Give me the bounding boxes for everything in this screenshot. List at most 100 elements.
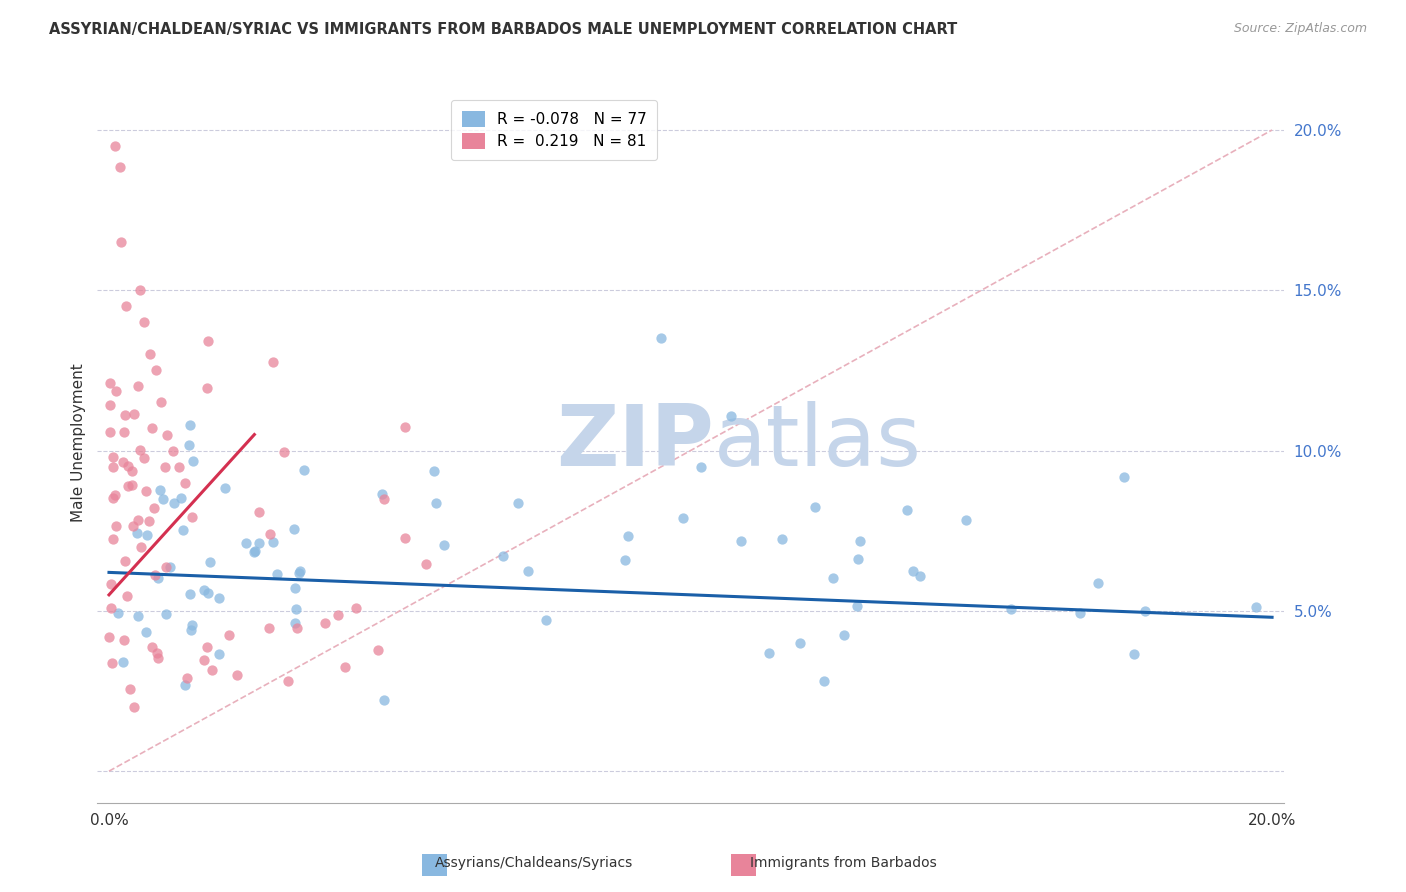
Point (245, 544, 267, 558)
Point (132, 315, 155, 329)
Point (283, 522, 305, 536)
Point (789, 636, 811, 650)
Point (100, 601, 122, 615)
Point (127, 513, 149, 527)
Point (314, 616, 336, 631)
Text: Source: ZipAtlas.com: Source: ZipAtlas.com (1233, 22, 1367, 36)
Point (290, 565, 312, 579)
Point (156, 427, 179, 442)
Point (1123, 647, 1146, 661)
Text: atlas: atlas (714, 401, 922, 484)
Point (135, 624, 157, 639)
Text: ZIP: ZIP (557, 401, 714, 484)
Point (720, 409, 742, 423)
Point (159, 560, 181, 574)
Point (121, 477, 143, 491)
Point (1135, 604, 1157, 618)
Point (143, 568, 166, 582)
Point (1069, 606, 1091, 620)
Point (425, 495, 447, 509)
Point (121, 464, 143, 478)
Point (492, 549, 515, 563)
Point (150, 395, 173, 409)
Point (152, 491, 174, 506)
Point (650, 331, 672, 345)
Point (104, 384, 127, 399)
Point (614, 553, 637, 567)
Point (908, 568, 931, 582)
Point (135, 527, 157, 541)
Point (117, 458, 139, 473)
Point (98, 376, 121, 390)
Point (259, 527, 281, 541)
Point (197, 585, 219, 599)
Point (730, 534, 752, 549)
Point (180, 623, 202, 637)
Point (146, 646, 169, 660)
Point (148, 483, 170, 497)
Point (124, 407, 146, 421)
Point (415, 557, 437, 571)
Point (257, 621, 280, 635)
Point (195, 380, 218, 394)
Point (247, 505, 270, 519)
Point (197, 334, 219, 348)
Text: Assyrians/Chaldeans/Syriacs: Assyrians/Chaldeans/Syriacs (434, 855, 634, 870)
Point (117, 479, 139, 493)
Point (98, 631, 121, 645)
Point (845, 599, 868, 613)
Point (173, 475, 195, 490)
Point (110, 160, 132, 174)
Text: ASSYRIAN/CHALDEAN/SYRIAC VS IMMIGRANTS FROM BARBADOS MALE UNEMPLOYMENT CORRELATI: ASSYRIAN/CHALDEAN/SYRIAC VS IMMIGRANTS F… (49, 22, 957, 37)
Point (125, 526, 148, 541)
Point (153, 459, 176, 474)
Point (803, 500, 825, 515)
Point (129, 283, 152, 297)
Point (100, 577, 122, 591)
Point (423, 464, 446, 478)
Point (104, 519, 127, 533)
Point (101, 533, 124, 547)
Point (285, 621, 308, 635)
Point (146, 571, 169, 585)
Point (896, 503, 918, 517)
Point (112, 425, 135, 440)
Point (1087, 575, 1109, 590)
Point (208, 647, 231, 661)
Text: Immigrants from Barbados: Immigrants from Barbados (751, 855, 936, 870)
Point (226, 667, 249, 681)
Point (672, 511, 695, 525)
Point (200, 556, 222, 570)
Point (101, 656, 124, 670)
Point (273, 444, 295, 458)
Point (180, 618, 202, 632)
Point (117, 589, 139, 603)
Legend: R = -0.078   N = 77, R =  0.219   N = 81: R = -0.078 N = 77, R = 0.219 N = 81 (451, 101, 657, 160)
Point (326, 608, 349, 623)
Point (292, 463, 315, 477)
Y-axis label: Male Unemployment: Male Unemployment (72, 363, 86, 522)
Point (174, 678, 197, 692)
Point (208, 591, 231, 606)
Point (617, 529, 640, 543)
Point (98, 425, 121, 439)
Point (167, 459, 190, 474)
Point (177, 437, 200, 451)
Point (235, 536, 257, 550)
Point (1244, 599, 1267, 614)
Point (813, 673, 835, 688)
Point (101, 450, 124, 465)
Point (143, 500, 166, 515)
Point (758, 646, 780, 660)
Point (506, 496, 529, 510)
Point (335, 660, 357, 674)
Point (112, 655, 135, 669)
Point (122, 519, 145, 533)
Point (214, 481, 236, 495)
Point (901, 564, 924, 578)
Point (112, 632, 135, 647)
Point (266, 567, 288, 582)
Point (172, 523, 194, 537)
Point (394, 420, 416, 434)
Point (103, 491, 125, 506)
